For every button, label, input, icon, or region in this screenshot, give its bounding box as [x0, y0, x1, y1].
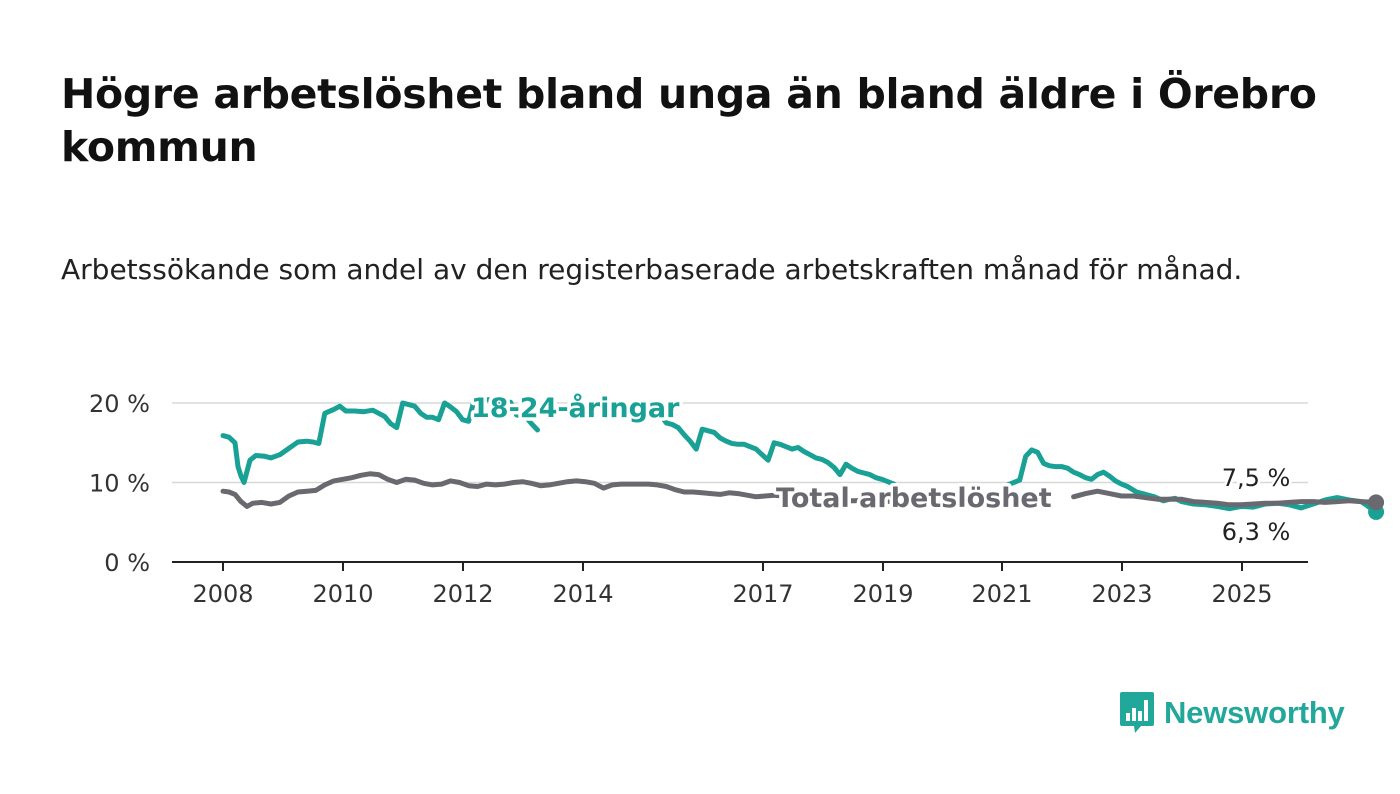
end-label-18-24: 6,3 %: [1222, 518, 1291, 546]
x-tick-label: 2021: [971, 580, 1032, 608]
brand-name: Newsworthy: [1164, 695, 1345, 730]
x-tick-label: 2010: [312, 580, 373, 608]
x-tick-label: 2019: [852, 580, 913, 608]
axis-layer: 0 % 10 % 20 % 2008 2010 2012 2014 2017 2019 2021 2…: [89, 390, 1308, 608]
series-line-total: [220, 471, 894, 509]
x-tick-label: 2017: [732, 580, 793, 608]
y-tick-label: 0 %: [104, 549, 150, 577]
end-point-total: [1368, 494, 1385, 511]
y-tick-label: 20 %: [89, 390, 150, 418]
y-tick-label: 10 %: [89, 470, 150, 498]
series-label-18-24: 18-24-åringar: [471, 392, 680, 424]
x-tick-label: 2008: [192, 580, 253, 608]
x-tick-label: 2025: [1211, 580, 1272, 608]
page-title: Högre arbetslöshet bland unga än bland ä…: [61, 70, 1317, 171]
series-label-total: Total arbetslöshet: [776, 483, 1052, 514]
page-subtitle: Arbetssökande som andel av den registerb…: [61, 253, 1243, 286]
series-line-18-24: [220, 395, 540, 485]
newsworthy-logo: Newsworthy: [1119, 690, 1345, 736]
series-line-18-24: [657, 412, 897, 487]
end-label-total: 7,5 %: [1222, 464, 1291, 492]
line-chart: 0 % 10 % 20 % 2008 2010 2012 2014 2017 2019 2021 2…: [89, 389, 1385, 608]
label-layer: 18-24-åringar Total arbetslöshet 7,5 % 6,3 …: [468, 389, 1293, 549]
series-layer: [220, 395, 1385, 520]
x-tick-label: 2012: [432, 580, 493, 608]
x-tick-label: 2014: [552, 580, 613, 608]
bar-chart-speech-bubble-icon: [1120, 692, 1154, 733]
series-line-total: [1071, 488, 1379, 508]
x-tick-label: 2023: [1091, 580, 1152, 608]
